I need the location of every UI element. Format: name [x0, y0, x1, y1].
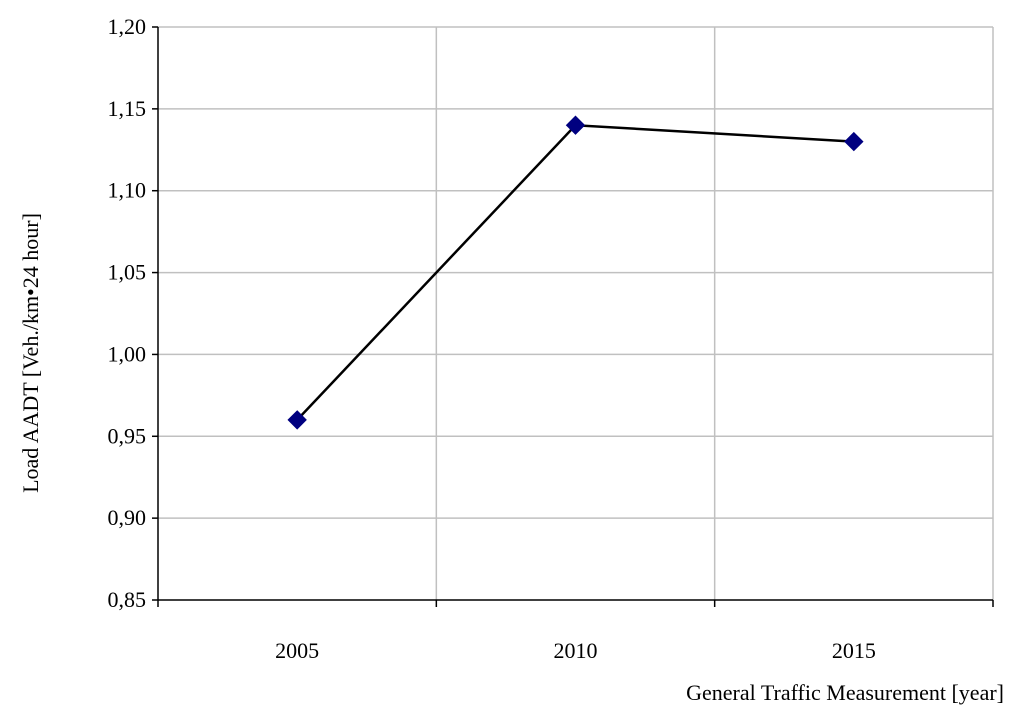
y-axis-title: Load AADT [Veh./km•24 hour]	[18, 213, 43, 493]
y-tick-label: 1,00	[108, 341, 147, 366]
axes	[152, 26, 994, 607]
x-tick-label: 2015	[832, 638, 876, 663]
y-tick-label: 1,10	[108, 178, 147, 203]
x-axis-title: General Traffic Measurement [year]	[686, 680, 1004, 705]
x-tick-labels: 2005 2010 2015	[275, 638, 876, 663]
gridlines	[158, 26, 994, 600]
y-tick-label: 1,05	[108, 260, 147, 285]
x-tick-label: 2010	[554, 638, 598, 663]
y-tick-label: 0,90	[108, 505, 147, 530]
y-tick-label: 1,15	[108, 96, 147, 121]
y-tick-label: 0,95	[108, 423, 147, 448]
data-point-marker	[844, 131, 864, 152]
y-tick-label: 1,20	[108, 14, 147, 39]
y-tick-label: 0,85	[108, 587, 147, 612]
data-point-marker	[287, 410, 307, 430]
y-tick-labels: 0,85 0,90 0,95 1,00 1,05 1,10 1,15 1,20	[108, 14, 147, 612]
x-tick-label: 2005	[275, 638, 319, 663]
data-point-marker	[565, 115, 586, 135]
series	[287, 115, 864, 430]
